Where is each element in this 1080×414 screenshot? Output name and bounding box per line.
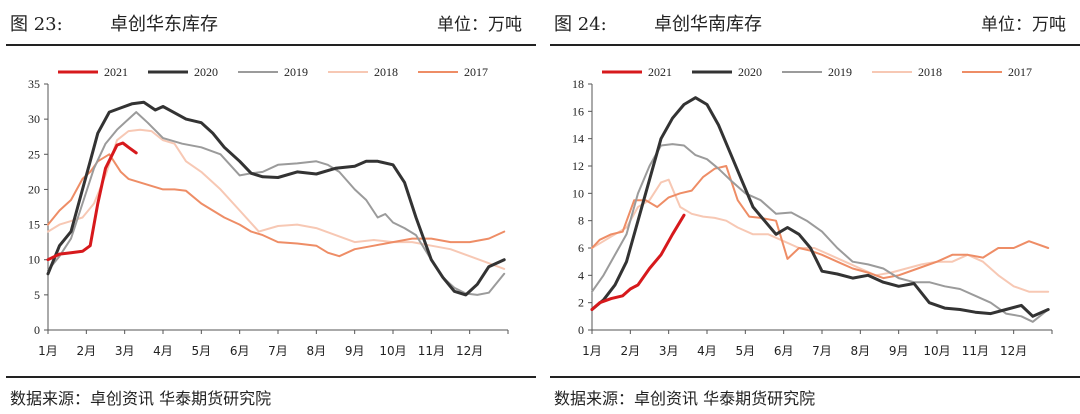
legend-label-2020: 2020 [738, 65, 762, 79]
legend-label-2021: 2021 [648, 65, 672, 79]
y-tick-label: 10 [572, 186, 584, 200]
figure-label: 图 23: [10, 14, 63, 35]
x-tick-label: 11月 [962, 344, 989, 358]
x-tick-label: 1月 [582, 344, 602, 358]
series-line-2021 [46, 141, 138, 262]
line-chart-south-china: 0 2 4 6 8 10 12 14 16 18 1月 2月 3月 4月 5月 6月 7月 8月 9月 10月 11月 1… [572, 65, 1053, 358]
y-tick-label: 16 [572, 104, 584, 118]
chart-title: 卓创华东库存 [110, 14, 218, 35]
y-tick-label: 18 [572, 77, 584, 91]
unit-label: 单位：万吨 [981, 15, 1066, 35]
header-rule [550, 44, 1080, 46]
x-tick-label: 4月 [697, 344, 717, 358]
x-tick-label: 1月 [38, 344, 58, 358]
x-tick-label: 9月 [889, 344, 909, 358]
series-line-2017 [47, 153, 506, 258]
y-tick-label: 25 [28, 147, 40, 161]
legend-label-2017: 2017 [1008, 65, 1032, 79]
series-line-2018 [47, 128, 506, 270]
x-tick-label: 12月 [456, 344, 483, 358]
y-tick-label: 8 [578, 214, 584, 228]
y-tick-label: 15 [28, 218, 40, 232]
y-tick-label: 2 [578, 296, 584, 310]
source-note: 数据来源：卓创资讯 华泰期货研究院 [554, 389, 816, 408]
x-tick-label: 10月 [923, 344, 950, 358]
y-tick-label: 20 [28, 182, 40, 196]
series-line-2017 [591, 165, 1050, 280]
y-tick-label: 12 [572, 159, 584, 173]
line-chart-east-china: 0 5 10 15 20 25 30 35 1月 2月 3月 4月 5月 6月 7月 8月 9月 10月 11月 12… [28, 65, 509, 358]
chart-panel-right: 图 24: 卓创华南库存 单位：万吨 0 2 4 6 8 10 12 14 16 18 1月 2月 3月… [550, 0, 1080, 414]
series-line-2020 [46, 100, 506, 297]
x-tick-label: 2月 [621, 344, 641, 358]
x-tick-label: 12月 [1000, 344, 1027, 358]
x-tick-label: 3月 [115, 344, 135, 358]
y-tick-label: 4 [578, 268, 584, 282]
x-tick-label: 3月 [659, 344, 679, 358]
unit-label: 单位：万吨 [437, 15, 522, 35]
x-tick-label: 7月 [268, 344, 288, 358]
series-line-2018 [591, 178, 1050, 293]
y-tick-label: 5 [34, 288, 40, 302]
legend-label-2020: 2020 [194, 65, 218, 79]
y-tick-label: 6 [578, 241, 584, 255]
y-tick-label: 0 [34, 323, 40, 337]
x-tick-label: 11月 [418, 344, 445, 358]
series-line-2020 [590, 96, 1050, 318]
x-tick-label: 8月 [307, 344, 327, 358]
x-tick-label: 9月 [345, 344, 365, 358]
header-rule [6, 44, 536, 46]
x-tick-label: 7月 [812, 344, 832, 358]
x-tick-label: 6月 [230, 344, 250, 358]
chart-title: 卓创华南库存 [654, 14, 762, 35]
legend-label-2017: 2017 [464, 65, 488, 79]
y-tick-label: 14 [572, 132, 584, 146]
footer-rule [6, 376, 536, 378]
x-tick-label: 6月 [774, 344, 794, 358]
chart-panel-left: 图 23: 卓创华东库存 单位：万吨 0 5 10 15 20 25 30 35 1月 2月 3月 4… [6, 0, 536, 414]
series-line-2021 [590, 213, 686, 311]
legend-label-2018: 2018 [918, 65, 942, 79]
y-tick-label: 35 [28, 77, 40, 91]
x-tick-label: 5月 [192, 344, 212, 358]
panel-header: 图 24: 卓创华南库存 单位：万吨 [550, 0, 1080, 40]
x-tick-label: 10月 [379, 344, 406, 358]
series-line-2019 [591, 143, 1050, 323]
legend-label-2021: 2021 [104, 65, 128, 79]
y-tick-label: 0 [578, 323, 584, 337]
footer-rule [550, 376, 1080, 378]
panel-header: 图 23: 卓创华东库存 单位：万吨 [6, 0, 536, 40]
legend-label-2019: 2019 [828, 65, 852, 79]
legend-label-2019: 2019 [284, 65, 308, 79]
figure-label: 图 24: [554, 14, 607, 35]
x-tick-label: 2月 [77, 344, 97, 358]
y-tick-label: 10 [28, 253, 40, 267]
x-tick-label: 8月 [851, 344, 871, 358]
source-note: 数据来源：卓创资讯 华泰期货研究院 [10, 389, 272, 408]
x-tick-label: 4月 [153, 344, 173, 358]
legend-label-2018: 2018 [374, 65, 398, 79]
y-tick-label: 30 [28, 112, 40, 126]
x-tick-label: 5月 [736, 344, 756, 358]
